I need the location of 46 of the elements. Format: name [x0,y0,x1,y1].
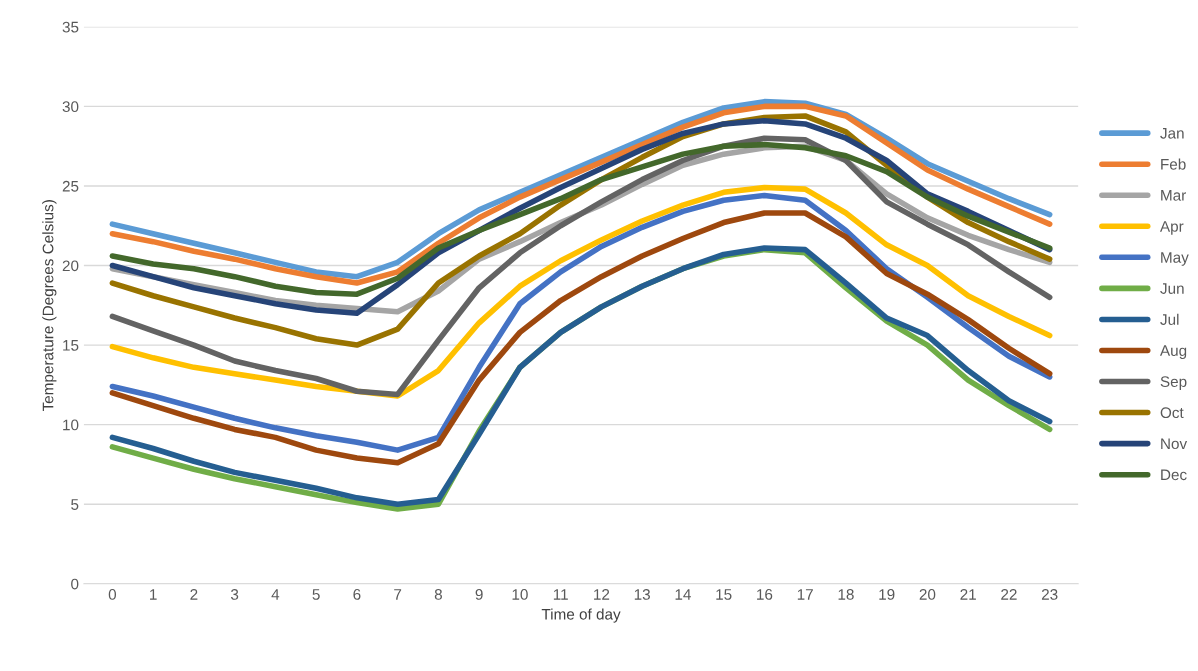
x-axis-title: Time of day [541,608,621,623]
y-tick-label: 20 [62,260,79,272]
x-tick-label: 5 [312,589,320,600]
legend-label: Oct [1160,407,1184,419]
legend-label: Aug [1159,345,1187,359]
x-tick-label: 12 [594,589,610,600]
x-tick-label: 21 [960,589,976,600]
x-tick-label: 4 [271,589,280,600]
x-tick-label: 6 [353,589,361,600]
x-tick-label: 14 [675,589,691,600]
x-tick-label: 10 [512,589,528,600]
legend-label: Feb [1161,158,1186,170]
x-tick-label: 2 [190,589,198,600]
x-tick-label: 9 [475,589,483,600]
x-tick-label: 18 [838,589,854,600]
y-tick-label: 5 [71,499,79,510]
y-axis-title: Temperature (Degrees Celsius) [42,200,57,412]
x-tick-label: 22 [1001,589,1017,600]
legend-label: Jul [1160,313,1179,325]
x-tick-label: 7 [394,589,402,600]
x-tick-label: 16 [757,589,773,600]
legend-label: Jun [1160,283,1184,294]
legend-label: Apr [1159,221,1184,235]
x-tick-label: 17 [797,589,813,600]
x-tick-label: 11 [553,589,568,600]
y-tick-label: 10 [63,419,79,431]
y-tick-label: 35 [62,21,79,33]
x-tick-label: 15 [716,589,732,600]
y-tick-label: 0 [71,578,79,590]
x-tick-label: 23 [1041,589,1058,600]
x-tick-label: 3 [230,589,239,600]
legend-label: Sep [1160,376,1187,391]
y-tick-label: 15 [63,340,79,351]
legend-label: Dec [1161,469,1187,481]
x-tick-label: 8 [434,589,442,600]
x-tick-label: 20 [919,589,936,600]
legend-label: Mar [1161,190,1187,201]
y-tick-label: 25 [62,180,79,192]
x-tick-label: 1 [150,589,157,600]
legend-label: Nov [1161,438,1188,450]
x-tick-label: 0 [108,589,117,600]
y-tick-label: 30 [62,101,79,113]
legend-label: May [1161,252,1189,266]
x-tick-label: 19 [879,589,895,600]
x-tick-label: 13 [634,589,650,600]
legend-label: Jan [1160,127,1184,139]
